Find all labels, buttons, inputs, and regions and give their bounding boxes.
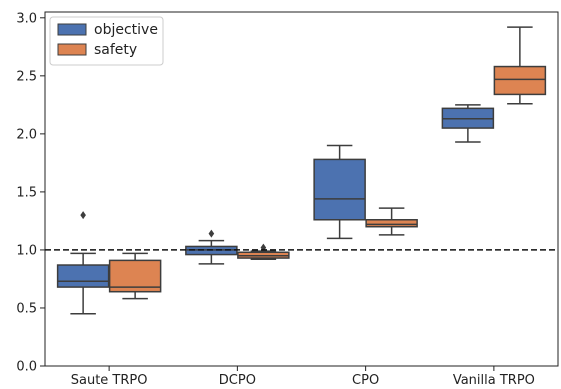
- plot-frame: [44, 11, 559, 367]
- box-objective: [313, 158, 366, 221]
- y-tick-label: 2.0: [16, 127, 37, 142]
- legend-label-objective: objective: [94, 22, 158, 38]
- legend-swatch-objective: [57, 23, 87, 36]
- y-tick-label: 0.5: [16, 301, 37, 316]
- legend-label-safety: safety: [94, 42, 137, 58]
- x-tick-label: Vanilla TRPO: [453, 373, 535, 385]
- outlier-point: [208, 229, 215, 238]
- x-tick-label: CPO: [352, 373, 379, 385]
- y-tick-label: 1.5: [16, 185, 37, 200]
- legend-swatch-safety: [57, 43, 87, 56]
- y-tick-label: 1.0: [16, 243, 37, 258]
- outlier-point: [80, 211, 86, 220]
- box-safety: [493, 65, 547, 96]
- y-tick-label: 3.0: [16, 11, 37, 26]
- x-tick-label: Saute TRPO: [71, 373, 148, 385]
- box-safety: [365, 219, 418, 228]
- y-tick-label: 0.0: [16, 360, 37, 375]
- x-tick-label: DCPO: [219, 373, 256, 385]
- box-objective: [56, 264, 110, 288]
- y-tick-label: 2.5: [16, 69, 37, 84]
